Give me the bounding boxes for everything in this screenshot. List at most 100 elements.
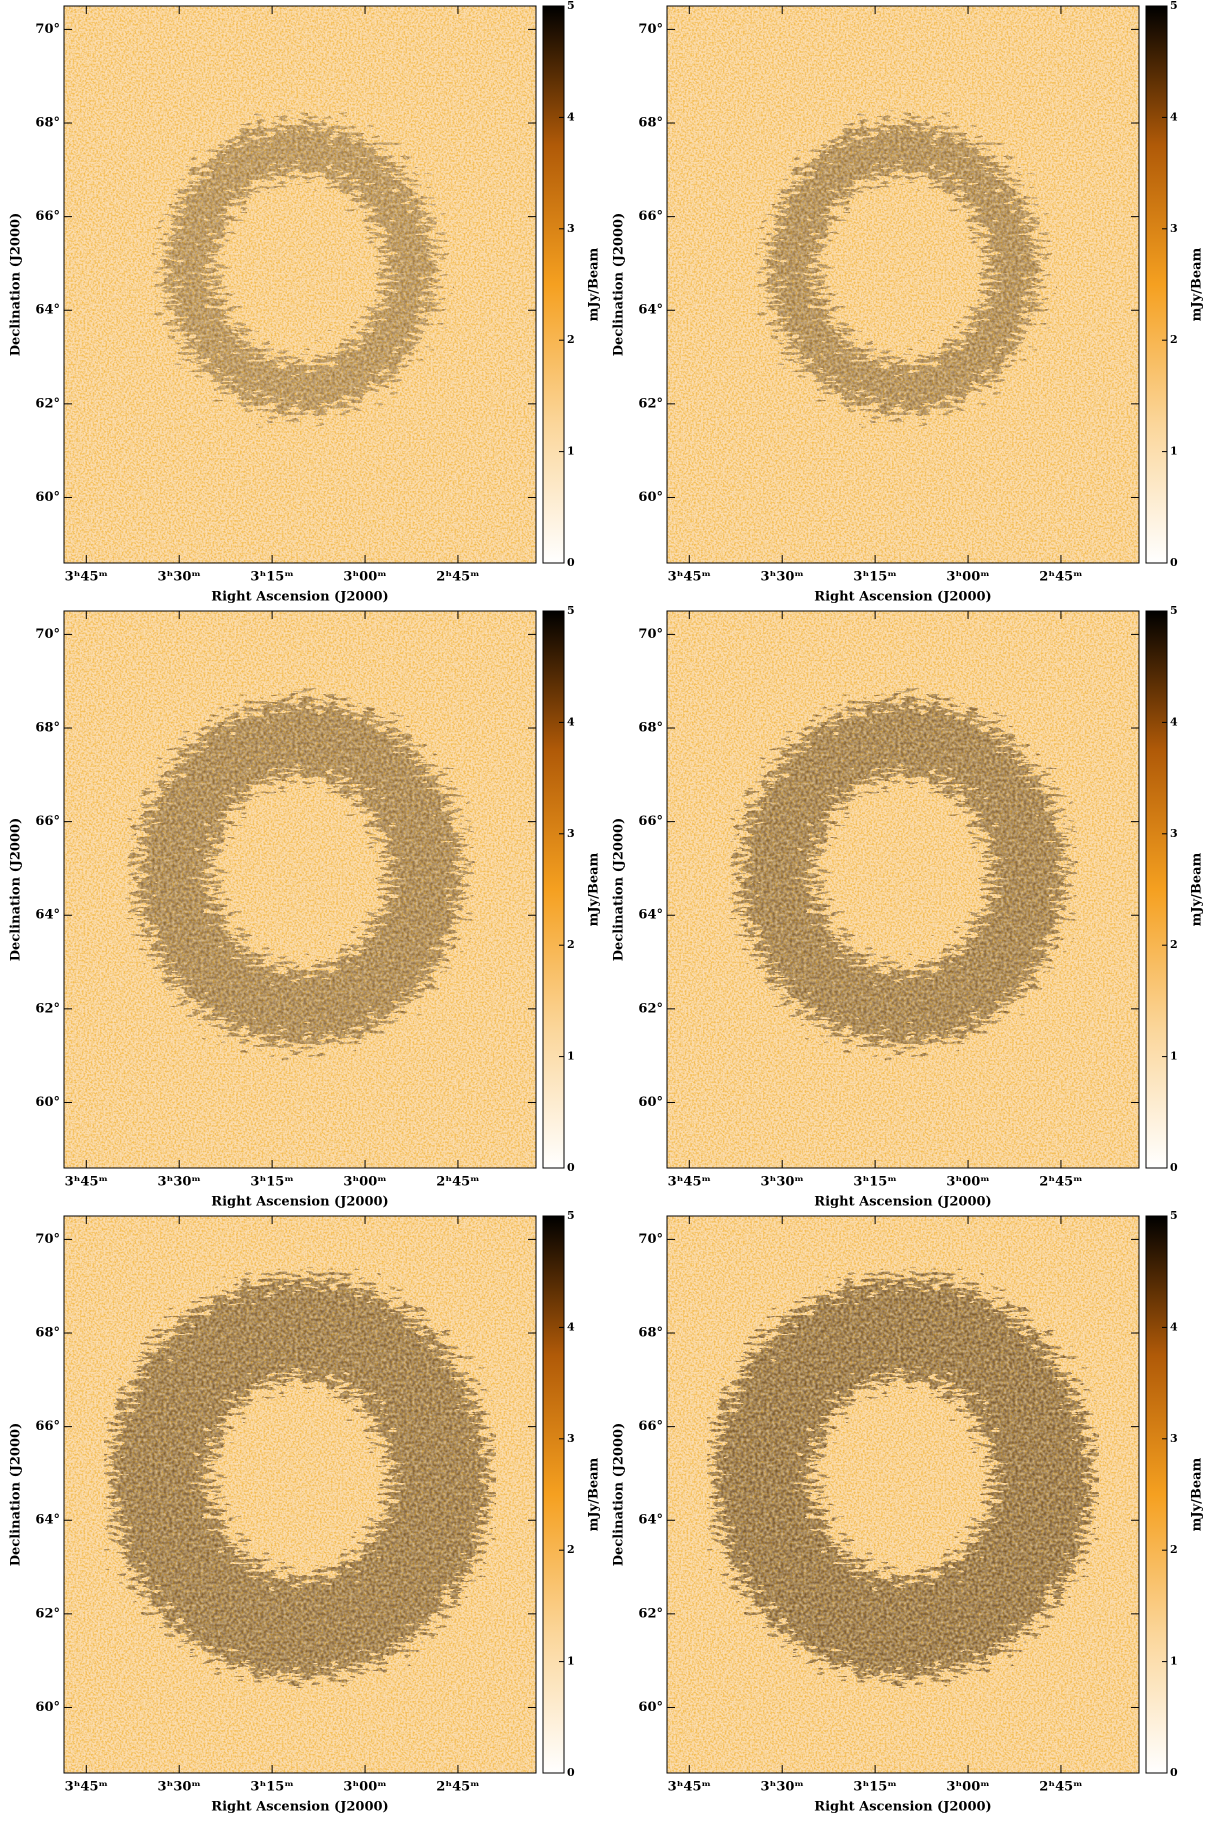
emission-ring — [713, 1277, 1093, 1678]
y-tick-label: 60° — [638, 1700, 663, 1715]
x-tick-label: 3ʰ00ᵐ — [343, 1175, 386, 1190]
y-tick-label: 66° — [35, 814, 60, 829]
y-axis-label: Declination (J2000) — [612, 818, 627, 961]
colorbar-tick-label: 5 — [567, 1209, 575, 1222]
emission-ring — [110, 1277, 490, 1678]
map-frame — [666, 5, 1140, 564]
colorbar-tick-label: 1 — [1170, 1050, 1178, 1063]
map-noise — [667, 611, 1139, 1168]
colorbar-tick-label: 4 — [567, 110, 575, 123]
y-tick-label: 64° — [35, 303, 60, 318]
colorbar-tick-label: 3 — [567, 1432, 575, 1445]
map-noise — [667, 6, 1139, 563]
y-tick-label: 62° — [35, 1606, 60, 1621]
colorbar-tick-label: 5 — [1170, 604, 1178, 617]
colorbar-tick-label: 2 — [567, 938, 575, 951]
map-frame — [666, 1215, 1140, 1774]
x-tick-label: 3ʰ00ᵐ — [343, 1780, 386, 1795]
emission-ring — [740, 700, 1066, 1046]
x-axis-label: Right Ascension (J2000) — [211, 1800, 388, 1815]
colorbar-tick-label: 0 — [567, 556, 575, 569]
x-tick-label: 3ʰ45ᵐ — [65, 570, 108, 585]
colorbar-tick-label: 3 — [567, 222, 575, 235]
emission-ring — [165, 122, 435, 413]
x-axis-label: Right Ascension (J2000) — [814, 1195, 991, 1210]
sky-map — [667, 6, 1139, 563]
colorbar — [1145, 610, 1168, 1169]
y-tick-label: 62° — [638, 396, 663, 411]
y-tick-label: 70° — [35, 1232, 60, 1247]
colorbar-label: mJy/Beam — [1190, 247, 1205, 321]
colorbar-tick-label: 3 — [1170, 827, 1178, 840]
x-axis-label: Right Ascension (J2000) — [211, 1195, 388, 1210]
y-tick-label: 68° — [638, 721, 663, 736]
map-frame — [63, 5, 537, 564]
emission-ring — [137, 700, 463, 1046]
y-tick-label: 68° — [35, 1326, 60, 1341]
colorbar-tick-label: 5 — [567, 0, 575, 12]
x-tick-label: 3ʰ00ᵐ — [946, 1780, 989, 1795]
colorbar-tick-label: 2 — [567, 333, 575, 346]
colorbar-tick-label: 4 — [1170, 1320, 1178, 1333]
colorbar-tick-label: 1 — [567, 1655, 575, 1668]
x-tick-label: 3ʰ30ᵐ — [158, 1175, 201, 1190]
y-tick-label: 60° — [638, 490, 663, 505]
x-tick-label: 3ʰ15ᵐ — [250, 1780, 293, 1795]
sky-map — [64, 611, 536, 1168]
x-tick-label: 3ʰ00ᵐ — [946, 570, 989, 585]
colorbar-tick-label: 4 — [1170, 715, 1178, 728]
colorbar-tick-label: 1 — [1170, 1655, 1178, 1668]
colorbar-label: mJy/Beam — [1190, 1457, 1205, 1531]
y-tick-label: 64° — [638, 303, 663, 318]
emission-ring — [768, 122, 1038, 413]
colorbar-tick-label: 3 — [1170, 222, 1178, 235]
x-tick-label: 3ʰ30ᵐ — [761, 1780, 804, 1795]
y-tick-label: 62° — [638, 1606, 663, 1621]
y-tick-label: 70° — [35, 22, 60, 37]
y-tick-label: 60° — [35, 490, 60, 505]
x-tick-label: 2ʰ45ᵐ — [1039, 570, 1082, 585]
colorbar-tick-label: 5 — [1170, 0, 1178, 12]
y-tick-label: 66° — [638, 814, 663, 829]
y-tick-label: 64° — [638, 908, 663, 923]
map-noise — [64, 6, 536, 563]
x-tick-label: 3ʰ15ᵐ — [853, 1780, 896, 1795]
colorbar-tick-label: 5 — [1170, 1209, 1178, 1222]
x-tick-label: 3ʰ45ᵐ — [65, 1175, 108, 1190]
y-tick-label: 68° — [35, 721, 60, 736]
y-tick-label: 66° — [35, 1419, 60, 1434]
sky-map — [667, 611, 1139, 1168]
map-frame — [666, 610, 1140, 1169]
x-tick-label: 3ʰ45ᵐ — [668, 1780, 711, 1795]
x-tick-label: 2ʰ45ᵐ — [436, 1175, 479, 1190]
x-tick-label: 3ʰ30ᵐ — [158, 570, 201, 585]
y-tick-label: 70° — [35, 627, 60, 642]
map-noise — [64, 611, 536, 1168]
colorbar-tick-label: 1 — [567, 1050, 575, 1063]
x-tick-label: 2ʰ45ᵐ — [1039, 1175, 1082, 1190]
x-tick-label: 2ʰ45ᵐ — [436, 570, 479, 585]
y-tick-label: 66° — [638, 209, 663, 224]
x-tick-label: 3ʰ45ᵐ — [668, 1175, 711, 1190]
colorbar-tick-label: 3 — [567, 827, 575, 840]
colorbar — [542, 610, 565, 1169]
colorbar-tick-label: 2 — [1170, 333, 1178, 346]
y-tick-label: 66° — [638, 1419, 663, 1434]
colorbar-label: mJy/Beam — [587, 852, 602, 926]
y-tick-label: 68° — [35, 116, 60, 131]
colorbar-tick-label: 4 — [567, 715, 575, 728]
y-tick-label: 60° — [638, 1095, 663, 1110]
colorbar-tick-label: 3 — [1170, 1432, 1178, 1445]
x-tick-label: 3ʰ30ᵐ — [158, 1780, 201, 1795]
x-tick-label: 3ʰ15ᵐ — [250, 570, 293, 585]
colorbar-tick-label: 1 — [567, 445, 575, 458]
map-frame — [63, 610, 537, 1169]
x-tick-label: 3ʰ15ᵐ — [853, 1175, 896, 1190]
colorbar-tick-label: 5 — [567, 604, 575, 617]
colorbar — [542, 5, 565, 564]
y-axis-label: Declination (J2000) — [612, 213, 627, 356]
x-axis-label: Right Ascension (J2000) — [814, 1800, 991, 1815]
x-tick-label: 3ʰ45ᵐ — [668, 570, 711, 585]
colorbar — [1145, 5, 1168, 564]
y-tick-label: 64° — [638, 1513, 663, 1528]
